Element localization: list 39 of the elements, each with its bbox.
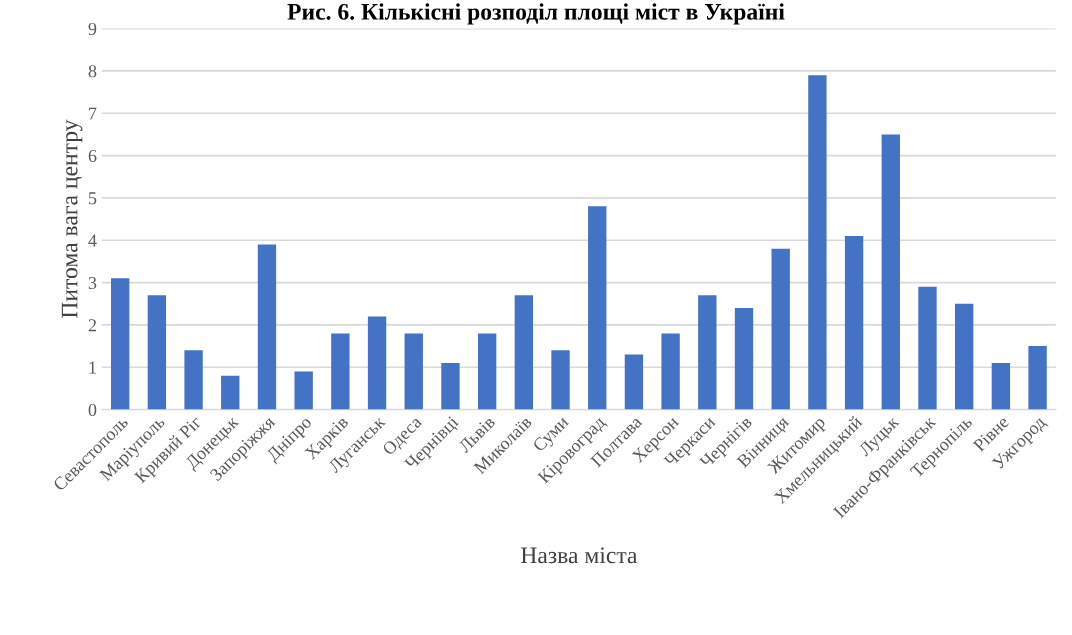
bar [404,333,423,410]
y-tick-label: 8 [88,65,97,78]
x-axis-title: Назва міста [520,547,638,564]
y-tick-label: 4 [88,234,97,247]
bar [624,354,644,410]
bar [955,303,974,410]
bar [367,316,387,410]
bar [111,278,130,410]
bar [844,236,864,410]
bar [881,134,900,410]
y-tick-label: 5 [89,192,97,205]
y-tick-label: 2 [88,319,96,332]
bar [991,363,1011,410]
bar [514,295,534,410]
bar [698,295,717,410]
bar [184,350,203,410]
y-tick-label: 6 [88,149,97,163]
bar [1028,346,1047,410]
bar [331,333,350,410]
bar [294,371,313,410]
y-tick-label: 1 [89,361,96,374]
y-tick-label: 3 [88,276,97,290]
y-tick-label: 9 [88,22,97,36]
bar [588,206,607,410]
bar [257,244,277,410]
bar [441,363,460,410]
bar [918,286,937,410]
bar [147,295,167,410]
chart-title: Рис. 6. Кількісні розподіл площі міст в Україні [287,3,785,25]
bar [551,350,570,410]
bar [661,333,680,410]
y-tick-label: 0 [88,403,97,417]
bar [221,375,240,410]
y-axis-title: Питома вага центру [61,119,83,319]
bar [771,248,790,410]
y-tick-label: 7 [89,107,97,120]
bar [734,307,754,410]
bar [477,333,497,410]
bar [808,75,827,410]
